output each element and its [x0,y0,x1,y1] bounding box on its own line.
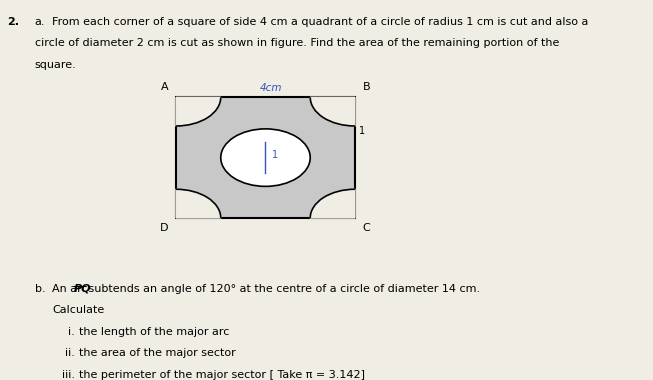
Text: Calculate: Calculate [52,305,104,315]
Bar [176,97,355,218]
Text: i.: i. [69,327,75,337]
Text: PQ: PQ [74,284,91,294]
Text: b.: b. [35,284,45,294]
Text: 2.: 2. [7,17,19,27]
Text: 1: 1 [272,150,278,160]
Text: An arc: An arc [52,284,91,294]
Text: the area of the major sector: the area of the major sector [79,348,236,358]
Wedge shape [176,97,221,126]
Text: the length of the major arc: the length of the major arc [79,327,229,337]
Text: From each corner of a square of side 4 cm a quadrant of a circle of radius 1 cm : From each corner of a square of side 4 c… [52,17,588,27]
Text: 4cm: 4cm [260,83,283,93]
Text: iii.: iii. [62,370,75,380]
Text: square.: square. [35,60,76,70]
Text: a.: a. [35,17,45,27]
Wedge shape [176,189,221,218]
Text: 1: 1 [358,126,365,136]
Text: ii.: ii. [65,348,75,358]
Wedge shape [310,97,355,126]
Text: D: D [160,223,168,233]
Text: circle of diameter 2 cm is cut as shown in figure. Find the area of the remainin: circle of diameter 2 cm is cut as shown … [35,38,559,48]
Text: B: B [362,82,370,92]
Text: C: C [362,223,370,233]
Text: the perimeter of the major sector [ Take π = 3.142]: the perimeter of the major sector [ Take… [79,370,365,380]
Text: subtends an angle of 120° at the centre of a circle of diameter 14 cm.: subtends an angle of 120° at the centre … [86,284,481,294]
Text: A: A [161,82,168,92]
Circle shape [221,129,310,186]
Wedge shape [310,189,355,218]
